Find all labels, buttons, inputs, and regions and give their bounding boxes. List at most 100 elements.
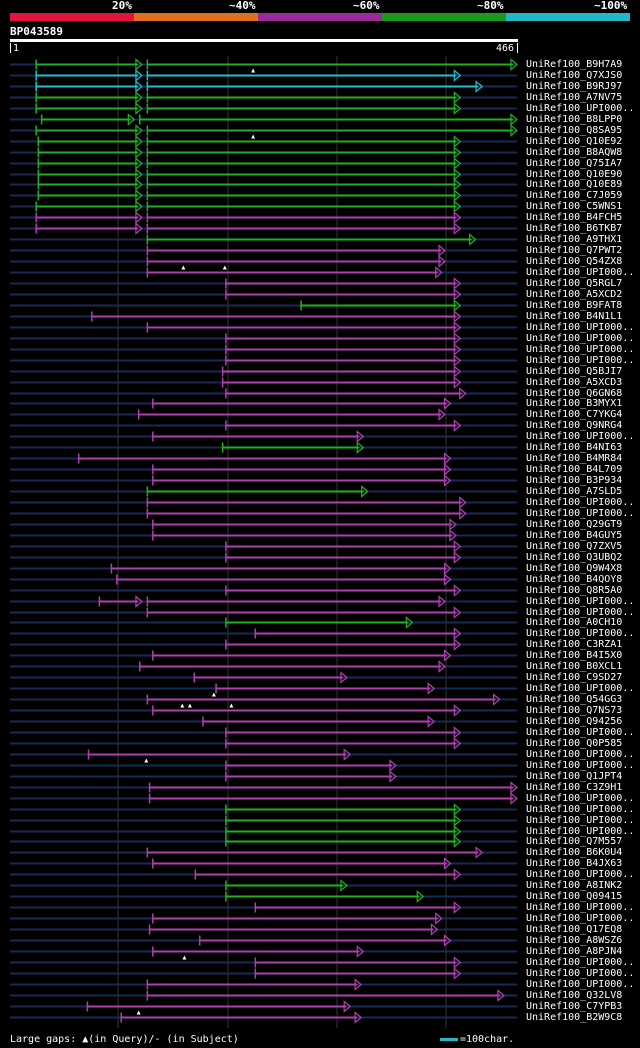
hit-label[interactable]: UniRef100_UPI000.. (526, 803, 635, 815)
hit-end-arrow (453, 332, 462, 345)
hit-label[interactable]: UniRef100_B9RJ97 (526, 80, 623, 92)
hit-label[interactable]: UniRef100_B4FCH5 (526, 211, 623, 223)
hit-label[interactable]: UniRef100_UPI000.. (526, 606, 635, 618)
hit-label[interactable]: UniRef100_A8WSZ6 (526, 934, 623, 946)
hit-label[interactable]: UniRef100_Q09415 (526, 890, 623, 902)
hit-end-arrow (453, 365, 462, 378)
hit-label[interactable]: UniRef100_Q6GN68 (526, 387, 623, 399)
hit-label[interactable]: UniRef100_A7SLD5 (526, 485, 623, 497)
hit-label[interactable]: UniRef100_UPI000.. (526, 868, 635, 880)
hit-label[interactable]: UniRef100_Q32LV8 (526, 989, 623, 1001)
hit-label[interactable]: UniRef100_Q5RGL7 (526, 277, 623, 289)
hit-label[interactable]: UniRef100_UPI000.. (526, 343, 635, 355)
hit-label[interactable]: UniRef100_C5WNS1 (526, 200, 623, 212)
hit-label[interactable]: UniRef100_Q7ZXV5 (526, 540, 623, 552)
hit-label[interactable]: UniRef100_C9SD27 (526, 671, 623, 683)
hit-label[interactable]: UniRef100_B8LPP0 (526, 113, 623, 125)
hit-label[interactable]: UniRef100_UPI000.. (526, 266, 635, 278)
hit-label[interactable]: UniRef100_Q9NRG4 (526, 419, 623, 431)
hit-label[interactable]: UniRef100_B3MYX1 (526, 397, 623, 409)
hit-label[interactable]: UniRef100_B4NI63 (526, 441, 623, 453)
hit-label[interactable]: UniRef100_A8PJN4 (526, 945, 623, 957)
hit-label[interactable]: UniRef100_B6K0U4 (526, 846, 623, 858)
hit-end-arrow (427, 715, 436, 728)
hit-label[interactable]: UniRef100_Q10E92 (526, 135, 623, 147)
hit-label[interactable]: UniRef100_A7NV75 (526, 91, 623, 103)
hit-label[interactable]: UniRef100_UPI000.. (526, 430, 635, 442)
hit-label[interactable]: UniRef100_B9H7A9 (526, 58, 623, 70)
hit-label[interactable]: UniRef100_UPI000.. (526, 354, 635, 366)
hit-label[interactable]: UniRef100_UPI000.. (526, 759, 635, 771)
hit-label[interactable]: UniRef100_UPI000.. (526, 627, 635, 639)
hit-label[interactable]: UniRef100_B0XCL1 (526, 660, 623, 672)
hit-label[interactable]: UniRef100_UPI000.. (526, 102, 635, 114)
hit-label[interactable]: UniRef100_B2W9C8 (526, 1011, 623, 1023)
hit-label[interactable]: UniRef100_UPI000.. (526, 967, 635, 979)
hit-label[interactable]: UniRef100_UPI000.. (526, 748, 635, 760)
hit-label[interactable]: UniRef100_A5XCD2 (526, 288, 623, 300)
hit-label[interactable]: UniRef100_A8INK2 (526, 879, 623, 891)
hit-label[interactable]: UniRef100_UPI000.. (526, 507, 635, 519)
hit-label[interactable]: UniRef100_UPI000.. (526, 814, 635, 826)
hit-label[interactable]: UniRef100_UPI000.. (526, 595, 635, 607)
hit-label[interactable]: UniRef100_Q10E90 (526, 168, 623, 180)
query-gap-marker (222, 265, 227, 270)
hit-label[interactable]: UniRef100_C7J059 (526, 189, 623, 201)
hit-end-arrow (343, 748, 352, 761)
hit-label[interactable]: UniRef100_UPI000.. (526, 825, 635, 837)
hit-label[interactable]: UniRef100_A5XCD3 (526, 376, 623, 388)
hit-label[interactable]: UniRef100_Q0P585 (526, 737, 623, 749)
hit-label[interactable]: UniRef100_Q17EQ8 (526, 923, 623, 935)
scale-bar-icon (440, 1037, 458, 1041)
hit-label[interactable]: UniRef100_B4GUY5 (526, 529, 623, 541)
hit-label[interactable]: UniRef100_B4JX63 (526, 857, 623, 869)
hit-label[interactable]: UniRef100_B8AQW8 (526, 146, 623, 158)
hit-label[interactable]: UniRef100_A9THX1 (526, 233, 623, 245)
hit-label[interactable]: UniRef100_B3P934 (526, 474, 623, 486)
hit-end-arrow (354, 1011, 363, 1024)
hit-label[interactable]: UniRef100_Q7XJS0 (526, 69, 623, 81)
hit-label[interactable]: UniRef100_Q1JPT4 (526, 770, 623, 782)
hit-label[interactable]: UniRef100_C3RZA1 (526, 638, 623, 650)
hit-label[interactable]: UniRef100_B4L709 (526, 463, 623, 475)
hit-label[interactable]: UniRef100_UPI000.. (526, 496, 635, 508)
hit-label[interactable]: UniRef100_Q94256 (526, 715, 623, 727)
hit-label[interactable]: UniRef100_Q3UBQ2 (526, 551, 623, 563)
hit-label[interactable]: UniRef100_UPI000.. (526, 321, 635, 333)
hit-label[interactable]: UniRef100_UPI000.. (526, 912, 635, 924)
hit-label[interactable]: UniRef100_C3Z9H1 (526, 781, 623, 793)
hit-label[interactable]: UniRef100_Q8SA95 (526, 124, 623, 136)
hit-label[interactable]: UniRef100_UPI000.. (526, 792, 635, 804)
hit-label[interactable]: UniRef100_Q5BJI7 (526, 365, 623, 377)
hit-label[interactable]: UniRef100_UPI000.. (526, 901, 635, 913)
hit-end-arrow (510, 792, 518, 805)
hit-label[interactable]: UniRef100_B4I5X0 (526, 649, 623, 661)
hit-label[interactable]: UniRef100_Q7M557 (526, 835, 623, 847)
hit-label[interactable]: UniRef100_B4N1L1 (526, 310, 623, 322)
hit-label[interactable]: UniRef100_Q75IA7 (526, 157, 623, 169)
hit-label[interactable]: UniRef100_Q29GT9 (526, 518, 623, 530)
hit-end-arrow (443, 397, 452, 410)
hit-label[interactable]: UniRef100_C7YKG4 (526, 408, 623, 420)
hit-end-arrow (453, 376, 462, 389)
hit-label[interactable]: UniRef100_Q7PWT2 (526, 244, 623, 256)
hit-label[interactable]: UniRef100_Q54ZX8 (526, 255, 623, 267)
hit-end-arrow (475, 846, 484, 859)
hit-label[interactable]: UniRef100_Q7NS73 (526, 704, 623, 716)
hit-label[interactable]: UniRef100_B4MR84 (526, 452, 623, 464)
hit-label[interactable]: UniRef100_C7YPB3 (526, 1000, 623, 1012)
hit-label[interactable]: UniRef100_UPI000.. (526, 682, 635, 694)
hit-label[interactable]: UniRef100_A0CH10 (526, 616, 623, 628)
hit-label[interactable]: UniRef100_B4QOY8 (526, 573, 623, 585)
hit-label[interactable]: UniRef100_UPI000.. (526, 726, 635, 738)
hit-label[interactable]: UniRef100_UPI000.. (526, 332, 635, 344)
query-gap-marker (182, 955, 187, 960)
hit-label[interactable]: UniRef100_Q54GG3 (526, 693, 623, 705)
hit-label[interactable]: UniRef100_Q10E89 (526, 178, 623, 190)
hit-label[interactable]: UniRef100_UPI000.. (526, 978, 635, 990)
hit-label[interactable]: UniRef100_UPI000.. (526, 956, 635, 968)
hit-label[interactable]: UniRef100_Q8R5A0 (526, 584, 623, 596)
hit-label[interactable]: UniRef100_B9FAT8 (526, 299, 623, 311)
hit-label[interactable]: UniRef100_Q9W4X8 (526, 562, 623, 574)
hit-label[interactable]: UniRef100_B6TKB7 (526, 222, 623, 234)
